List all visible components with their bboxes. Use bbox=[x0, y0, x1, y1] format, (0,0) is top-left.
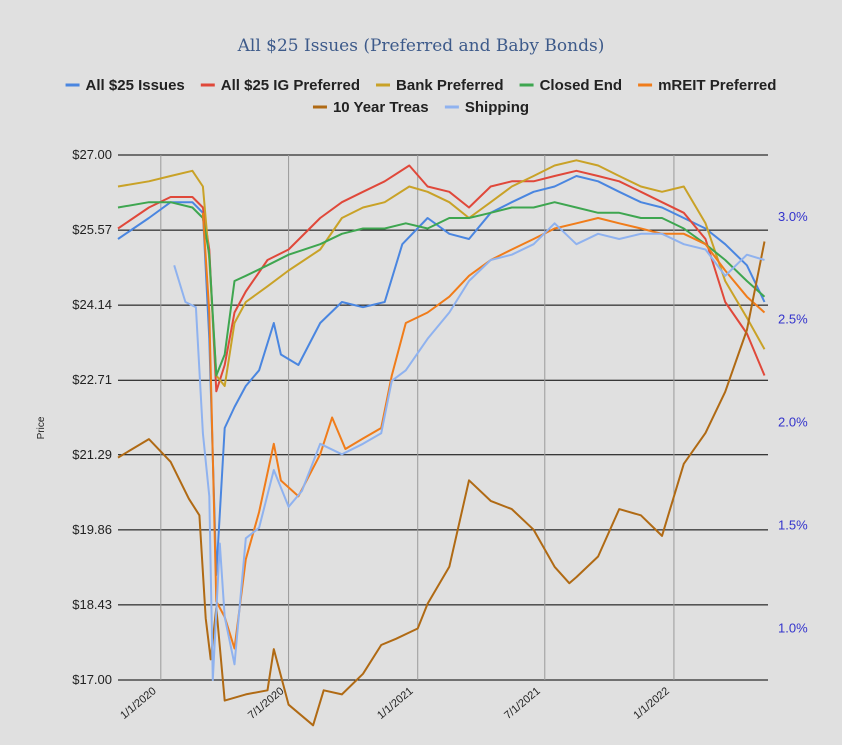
y-tick-label: $25.57 bbox=[72, 222, 112, 237]
x-tick-label: 7/1/2021 bbox=[502, 685, 543, 722]
x-tick-label: 1/1/2021 bbox=[375, 685, 416, 722]
chart-title: All $25 Issues (Preferred and Baby Bonds… bbox=[237, 36, 605, 56]
y-tick-label: $18.43 bbox=[72, 597, 112, 612]
series-line-mreit-preferred bbox=[201, 212, 766, 650]
y-tick-label: $21.29 bbox=[72, 447, 112, 462]
y2-tick-label: 1.5% bbox=[778, 518, 808, 533]
x-tick-label: 1/1/2020 bbox=[118, 685, 159, 722]
y2-tick-label: 1.0% bbox=[778, 621, 808, 636]
legend-label-shipping: Shipping bbox=[465, 99, 529, 116]
series-lines bbox=[117, 159, 766, 727]
legend-label-mreit-preferred: mREIT Preferred bbox=[658, 77, 776, 94]
y2-tick-label: 2.5% bbox=[778, 312, 808, 327]
y-tick-label: $17.00 bbox=[72, 672, 112, 687]
y-axis-right: 1.0% 1.5% 2.0% 2.5% 3.0% bbox=[778, 209, 808, 636]
legend: All $25 Issues All $25 IG Preferred Bank P… bbox=[65, 77, 776, 116]
legend-label-closed-end: Closed End bbox=[540, 77, 623, 94]
y-tick-label: $27.00 bbox=[72, 147, 112, 162]
x-axis: 1/1/2020 7/1/2020 1/1/2021 7/1/2021 1/1/2022 bbox=[118, 685, 672, 722]
legend-label-all-25-issues: All $25 Issues bbox=[86, 77, 185, 94]
legend-label-all-25-ig-preferred: All $25 IG Preferred bbox=[221, 77, 360, 94]
series-line-closed-end bbox=[117, 201, 766, 377]
legend-label-bank-preferred: Bank Preferred bbox=[396, 77, 504, 94]
y-axis-label: Price bbox=[36, 416, 47, 439]
y2-tick-label: 2.0% bbox=[778, 415, 808, 430]
series-line-shipping bbox=[173, 222, 765, 681]
legend-label-10-year-treas: 10 Year Treas bbox=[333, 99, 429, 116]
y-tick-label: $24.14 bbox=[72, 297, 112, 312]
y-tick-label: $22.71 bbox=[72, 372, 112, 387]
y2-tick-label: 3.0% bbox=[778, 209, 808, 224]
y-tick-label: $19.86 bbox=[72, 522, 112, 537]
y-axis-left: $17.00 $18.43 $19.86 $21.29 $22.71 $24.14 $25.… bbox=[72, 147, 112, 687]
x-tick-label: 1/1/2022 bbox=[631, 685, 672, 722]
